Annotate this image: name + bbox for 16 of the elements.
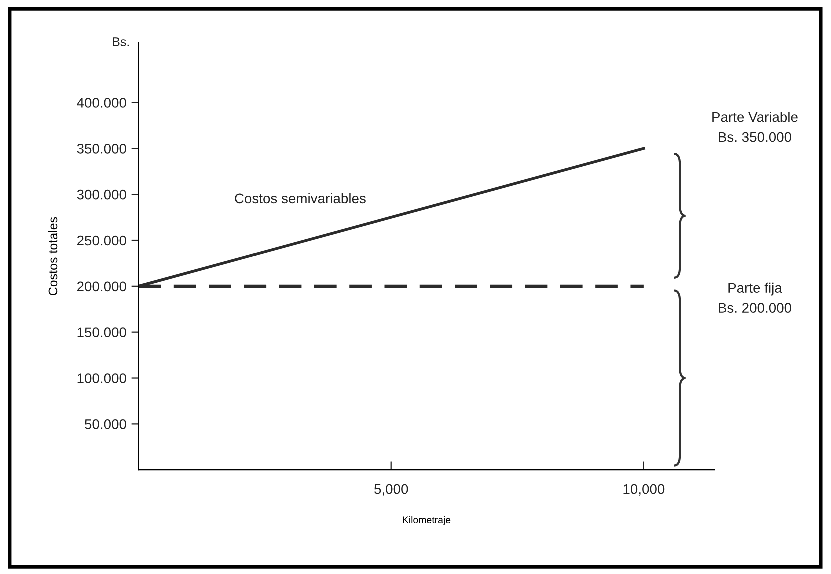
y-axis-title: Costos totales [48,217,58,296]
text: Bs. [113,38,129,46]
x-tick-label: 10,000 [624,484,665,496]
y-tick-label: 400.000 [77,98,126,108]
x-tick-label: 5,000 [374,484,408,496]
y-tick-label: 100.000 [78,374,126,384]
annotation: Parte Variable Bs. 350.000 [712,112,798,142]
series-label: Costos semivariables [235,193,366,204]
y-tick-label: 200.000 [77,282,126,292]
y-tick-label: 150.000 [78,328,126,338]
y-tick-label: 300.000 [77,190,126,200]
y-tick-label: 50.000 [85,420,126,430]
text: Parte fija Bs. 200.000 [719,282,792,314]
x-axis-title: Kilometraje [403,516,451,526]
y-tick-label: 250.000 [77,236,126,246]
y-tick-label: 350.000 [77,144,126,154]
